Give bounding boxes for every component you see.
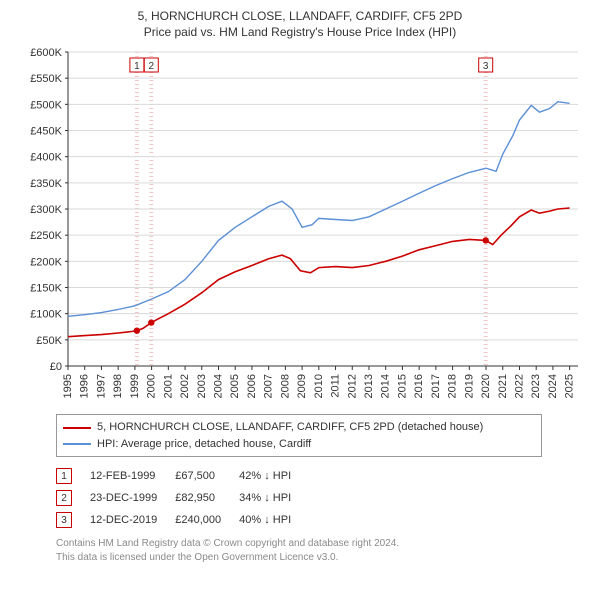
marker-row: 2 23-DEC-1999£82,95034% ↓ HPI <box>56 487 309 509</box>
line-chart-svg: £0 £50K £100K £150K £200K £250K £300K £350K £400… <box>10 46 590 406</box>
sale-badge-num: 1 <box>134 61 140 72</box>
y-tick-label: £450K <box>30 126 62 138</box>
y-tick-label: £600K <box>30 47 62 59</box>
legend-swatch <box>63 443 91 445</box>
y-tick-label: £550K <box>30 74 62 86</box>
marker-delta: 40% ↓ HPI <box>239 509 309 531</box>
x-tick-label: 2018 <box>447 374 459 398</box>
y-tick-label: £200K <box>30 257 62 269</box>
marker-price: £240,000 <box>175 509 239 531</box>
x-tick-label: 2004 <box>212 374 224 398</box>
x-tick-label: 2010 <box>313 374 325 398</box>
x-tick-label: 2006 <box>246 374 258 398</box>
x-tick-label: 1996 <box>79 374 91 398</box>
x-tick-label: 2003 <box>196 374 208 398</box>
sale-dot <box>148 320 154 326</box>
y-tick-label: £150K <box>30 283 62 295</box>
marker-row: 1 12-FEB-1999£67,50042% ↓ HPI <box>56 465 309 487</box>
y-tick-label: £0 <box>50 361 62 373</box>
marker-badge: 1 <box>56 468 72 484</box>
x-tick-label: 2020 <box>480 374 492 398</box>
chart-area: £0 £50K £100K £150K £200K £250K £300K £350K £400… <box>10 46 590 406</box>
chart-title-block: 5, HORNCHURCH CLOSE, LLANDAFF, CARDIFF, … <box>10 8 590 40</box>
x-tick-label: 2008 <box>279 374 291 398</box>
sale-dot <box>134 328 140 334</box>
sale-badge-num: 2 <box>148 61 154 72</box>
marker-date: 12-FEB-1999 <box>90 465 175 487</box>
x-tick-label: 2017 <box>430 374 442 398</box>
marker-date: 12-DEC-2019 <box>90 509 175 531</box>
y-tick-label: £500K <box>30 100 62 112</box>
marker-badge: 2 <box>56 490 72 506</box>
chart-title-line2: Price paid vs. HM Land Registry's House … <box>10 24 590 40</box>
x-tick-label: 2025 <box>564 374 576 398</box>
y-tick-label: £350K <box>30 178 62 190</box>
x-tick-label: 2012 <box>346 374 358 398</box>
x-tick-label: 2001 <box>162 374 174 398</box>
chart-title-line1: 5, HORNCHURCH CLOSE, LLANDAFF, CARDIFF, … <box>10 8 590 24</box>
x-tick-label: 2023 <box>530 374 542 398</box>
marker-date: 23-DEC-1999 <box>90 487 175 509</box>
x-tick-label: 1999 <box>129 374 141 398</box>
legend-label: HPI: Average price, detached house, Card… <box>97 436 311 453</box>
y-tick-label: £50K <box>36 335 62 347</box>
x-tick-label: 2007 <box>263 374 275 398</box>
attribution: Contains HM Land Registry data © Crown c… <box>56 537 588 564</box>
x-tick-label: 2000 <box>146 374 158 398</box>
x-tick-label: 2013 <box>363 374 375 398</box>
marker-badge: 3 <box>56 512 72 528</box>
legend: 5, HORNCHURCH CLOSE, LLANDAFF, CARDIFF, … <box>56 414 542 457</box>
x-tick-label: 2022 <box>513 374 525 398</box>
x-tick-label: 2019 <box>463 374 475 398</box>
y-tick-label: £250K <box>30 231 62 243</box>
y-tick-label: £400K <box>30 152 62 164</box>
y-tick-label: £100K <box>30 309 62 321</box>
legend-row: HPI: Average price, detached house, Card… <box>63 436 535 453</box>
x-tick-label: 2021 <box>497 374 509 398</box>
x-tick-label: 2011 <box>330 374 342 398</box>
sale-markers-table: 1 12-FEB-1999£67,50042% ↓ HPI 2 23-DEC-1999… <box>56 465 588 531</box>
x-tick-label: 2024 <box>547 374 559 398</box>
marker-delta: 42% ↓ HPI <box>239 465 309 487</box>
legend-row: 5, HORNCHURCH CLOSE, LLANDAFF, CARDIFF, … <box>63 419 535 436</box>
x-tick-label: 2016 <box>413 374 425 398</box>
y-tick-label: £300K <box>30 204 62 216</box>
x-tick-label: 2015 <box>396 374 408 398</box>
legend-swatch <box>63 427 91 429</box>
sale-badge-num: 3 <box>483 61 489 72</box>
attribution-line1: Contains HM Land Registry data © Crown c… <box>56 537 588 551</box>
x-tick-label: 1997 <box>95 374 107 398</box>
marker-delta: 34% ↓ HPI <box>239 487 309 509</box>
attribution-line2: This data is licensed under the Open Gov… <box>56 551 588 565</box>
marker-row: 3 12-DEC-2019£240,00040% ↓ HPI <box>56 509 309 531</box>
legend-label: 5, HORNCHURCH CLOSE, LLANDAFF, CARDIFF, … <box>97 419 483 436</box>
sale-dot <box>482 238 488 244</box>
x-tick-label: 2014 <box>380 374 392 398</box>
x-tick-label: 2005 <box>229 374 241 398</box>
x-tick-label: 2002 <box>179 374 191 398</box>
marker-price: £67,500 <box>175 465 239 487</box>
x-tick-label: 2009 <box>296 374 308 398</box>
marker-price: £82,950 <box>175 487 239 509</box>
x-tick-label: 1998 <box>112 374 124 398</box>
x-tick-label: 1995 <box>62 374 74 398</box>
